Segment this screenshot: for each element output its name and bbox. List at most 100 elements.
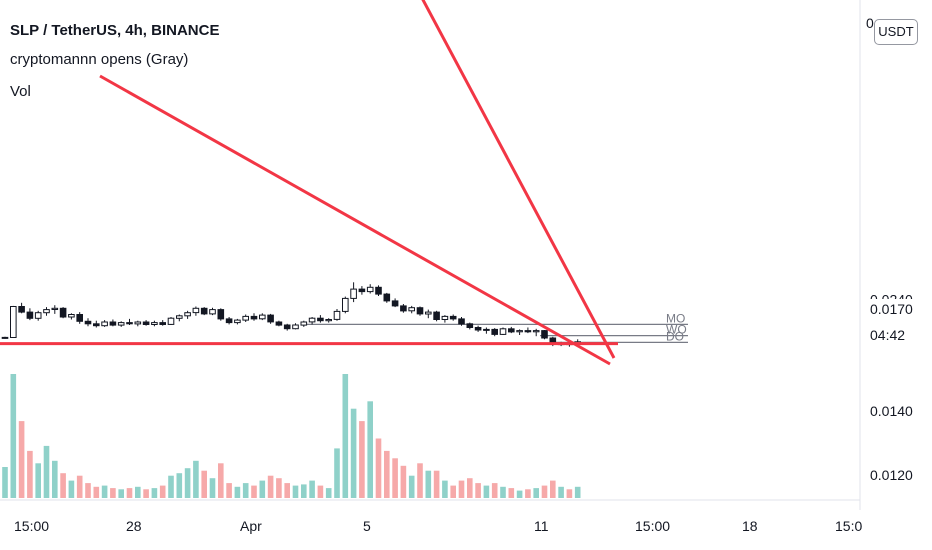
candle <box>325 318 332 323</box>
volume-bar <box>126 488 133 498</box>
candle <box>43 307 50 316</box>
candle <box>333 309 341 321</box>
bar-countdown-label: 04:42 <box>870 327 906 343</box>
volume-bar <box>226 483 232 498</box>
volume-bar <box>375 438 382 498</box>
volume-bar <box>60 473 66 498</box>
volume-bars <box>2 374 581 498</box>
candle <box>192 306 200 316</box>
volume-bar <box>110 488 116 498</box>
candle <box>466 322 474 330</box>
legend-volume[interactable]: Vol <box>10 83 31 100</box>
price-tick-label: 0.0120 <box>870 467 913 483</box>
time-tick-label: Apr <box>240 518 262 534</box>
last-price-tag: 0.0170 04:42 <box>862 299 932 349</box>
candle <box>59 307 67 319</box>
open-level-label: DO <box>666 329 684 343</box>
candle <box>499 327 507 335</box>
candle <box>366 284 374 294</box>
candle <box>259 313 266 321</box>
candle <box>26 308 34 321</box>
candle <box>84 318 92 327</box>
volume-bar <box>218 463 224 498</box>
volume-bar <box>93 486 100 498</box>
candle <box>383 292 391 303</box>
volume-bar <box>467 478 473 498</box>
volume-bar <box>301 484 307 498</box>
volume-bar <box>541 485 548 498</box>
candle <box>292 323 299 330</box>
volume-bar <box>400 465 407 498</box>
falling-wedge-upper-line[interactable] <box>421 0 616 359</box>
candle <box>491 328 498 337</box>
candle <box>483 327 490 334</box>
candle <box>200 307 208 316</box>
volume-bar <box>566 489 573 498</box>
volume-bar <box>392 458 398 498</box>
candle <box>524 327 532 334</box>
volume-bar <box>516 490 523 498</box>
candle <box>225 317 233 325</box>
volume-bar <box>201 470 207 498</box>
volume-bar <box>525 489 531 498</box>
candle <box>93 320 100 328</box>
volume-bar <box>450 485 456 498</box>
volume-bar <box>52 460 58 498</box>
volume-bar <box>550 480 556 498</box>
volume-bar <box>491 483 498 498</box>
candle <box>308 317 316 325</box>
volume-bar <box>417 463 423 498</box>
price-candles <box>1 282 582 347</box>
candle <box>375 285 382 296</box>
volume-bar <box>176 473 183 498</box>
last-price-label: 0.0170 <box>870 301 913 317</box>
volume-bar <box>284 483 290 498</box>
candle <box>267 313 274 324</box>
volume-bar <box>483 485 490 498</box>
legend-symbol-title[interactable]: SLP / TetherUS, 4h, BINANCE <box>10 22 220 39</box>
candle <box>209 307 216 316</box>
volume-bar <box>384 450 390 498</box>
time-tick-label: 18 <box>742 518 758 534</box>
candle <box>176 314 183 322</box>
volume-bar <box>475 483 481 498</box>
candle <box>425 309 432 319</box>
candle <box>18 302 25 314</box>
axis-lines <box>0 0 861 510</box>
candle <box>408 305 415 314</box>
candle <box>234 318 241 325</box>
volume-bar <box>143 489 149 498</box>
candle <box>142 320 150 326</box>
candle <box>358 286 366 295</box>
volume-bar <box>76 475 83 498</box>
volume-bar <box>309 480 315 498</box>
currency-button[interactable]: USDT <box>874 19 918 45</box>
candle <box>184 310 191 319</box>
candle <box>167 317 175 325</box>
volume-bar <box>508 488 515 498</box>
volume-bar <box>259 480 266 498</box>
volume-bar <box>68 480 75 498</box>
volume-bar <box>159 485 166 498</box>
price-tick-label: 0.0140 <box>870 403 913 419</box>
volume-bar <box>558 486 564 498</box>
candle <box>117 321 125 327</box>
candle <box>541 330 548 340</box>
volume-bar <box>267 475 274 498</box>
falling-wedge-lower-line[interactable] <box>99 74 611 366</box>
legend-indicator[interactable]: cryptomannn opens (Gray) <box>10 51 189 68</box>
volume-bar <box>35 463 41 498</box>
volume-bar <box>184 468 191 498</box>
candle <box>1 336 9 339</box>
volume-bar <box>101 485 108 498</box>
candle <box>242 314 249 322</box>
candle <box>317 315 324 323</box>
candle <box>449 314 457 321</box>
time-axis[interactable]: 15:00 28 Apr 5 11 15:00 18 15:0 <box>14 518 862 534</box>
candle <box>76 312 84 324</box>
trend-lines <box>0 0 618 366</box>
volume-bar <box>43 445 50 498</box>
